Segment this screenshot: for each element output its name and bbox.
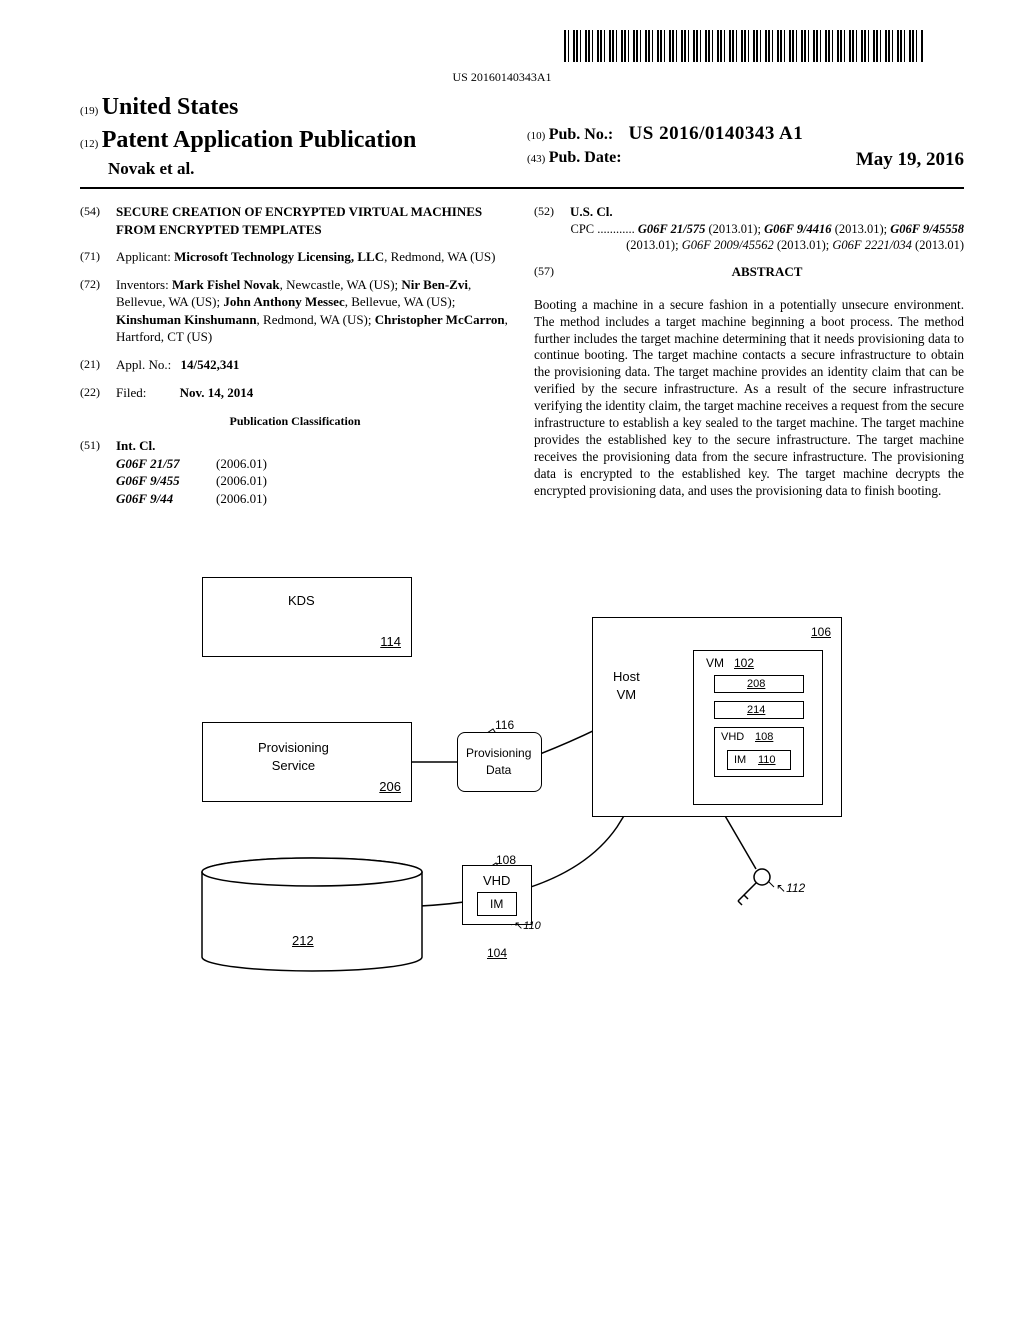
inventors-list: Mark Fishel Novak, Newcastle, WA (US); N… bbox=[116, 277, 508, 345]
host-box: Host VM 106 VM 102 208 214 VHD 108 IM 11… bbox=[592, 617, 842, 817]
host-vm-label: Host VM bbox=[613, 668, 640, 703]
cpc-text: CPC ............ G06F 21/575 (2013.01); … bbox=[570, 221, 964, 254]
prov-data-ref-leader: 116 bbox=[495, 717, 514, 733]
prov-service-box: Provisioning Service 206 bbox=[202, 722, 412, 802]
kds-ref: 114 bbox=[380, 633, 401, 651]
host-ref: 106 bbox=[811, 624, 831, 640]
pub-no: US 2016/0140343 A1 bbox=[629, 123, 804, 144]
applicant-loc: , Redmond, WA (US) bbox=[384, 249, 495, 264]
intcl-block: Int. Cl. G06F 21/57(2006.01)G06F 9/455(2… bbox=[116, 437, 510, 507]
sec-54-num: (54) bbox=[80, 203, 116, 238]
box-214-ref: 214 bbox=[747, 703, 765, 718]
pub-no-label: Pub. No.: bbox=[549, 126, 613, 143]
sec-21-num: (21) bbox=[80, 356, 116, 374]
vhd-cyl-label: VHD bbox=[483, 872, 510, 890]
intcl-year: (2006.01) bbox=[216, 472, 267, 490]
barcode-region: US 20160140343A1 bbox=[80, 30, 964, 85]
prefix-10: (10) bbox=[527, 130, 545, 142]
prov-data-box: Provisioning Data bbox=[457, 732, 542, 792]
im-cyl-box: IM bbox=[477, 892, 517, 916]
sec-52-num: (52) bbox=[534, 203, 570, 253]
inventors-label: Inventors: bbox=[116, 277, 169, 292]
prov-data-ref: 116 bbox=[495, 718, 514, 732]
sec-71-num: (71) bbox=[80, 248, 116, 266]
pub-type-line: (12) Patent Application Publication bbox=[80, 124, 517, 156]
vhd-inner-box: VHD 108 IM 110 bbox=[714, 727, 804, 777]
pub-date-label: Pub. Date: bbox=[549, 149, 622, 166]
prov-service-label: Provisioning Service bbox=[258, 739, 329, 774]
abstract-text: Booting a machine in a secure fashion in… bbox=[534, 297, 964, 500]
figure-diagram: KDS 114 Provisioning Service 206 Provisi… bbox=[162, 577, 882, 1047]
intcl-row: G06F 9/455(2006.01) bbox=[116, 472, 510, 490]
key-ref-leader: ↖112 bbox=[776, 880, 805, 896]
intcl-code: G06F 9/44 bbox=[116, 490, 216, 508]
vhd-cyl-ref: 108 bbox=[496, 852, 516, 868]
uscl-block: U.S. Cl. CPC ............ G06F 21/575 (2… bbox=[570, 203, 964, 253]
cyl-bottom-ref: 104 bbox=[487, 945, 507, 961]
uscl-label: U.S. Cl. bbox=[570, 203, 964, 221]
vm-ref: 102 bbox=[734, 655, 754, 671]
country-line: (19) United States bbox=[80, 91, 517, 123]
pub-type: Patent Application Publication bbox=[102, 127, 417, 153]
vhd-inner-ref: 108 bbox=[755, 730, 773, 745]
im-inner-label: IM bbox=[734, 753, 746, 768]
vhd-inner-label: VHD bbox=[721, 730, 744, 745]
applicant-block: Applicant: Microsoft Technology Licensin… bbox=[116, 248, 510, 266]
intcl-code: G06F 9/455 bbox=[116, 472, 216, 490]
pub-date-line: (43) Pub. Date: May 19, 2016 bbox=[527, 147, 964, 169]
appl-value: 14/542,341 bbox=[181, 357, 240, 372]
kds-label: KDS bbox=[288, 592, 315, 610]
sec-57-num: (57) bbox=[534, 263, 570, 287]
inventors-block: Inventors: Mark Fishel Novak, Newcastle,… bbox=[116, 276, 510, 346]
country: United States bbox=[102, 94, 239, 120]
filed-label: Filed: bbox=[116, 385, 146, 400]
im-cyl-ref: 110 bbox=[523, 920, 541, 932]
intcl-year: (2006.01) bbox=[216, 490, 267, 508]
kds-box: KDS 114 bbox=[202, 577, 412, 657]
key-ref: 112 bbox=[786, 881, 805, 895]
intcl-row: G06F 21/57(2006.01) bbox=[116, 455, 510, 473]
im-inner-box: IM 110 bbox=[727, 750, 791, 770]
vm-box: VM 102 208 214 VHD 108 IM 110 bbox=[693, 650, 823, 805]
box-214: 214 bbox=[714, 701, 804, 719]
pub-class-heading: Publication Classification bbox=[80, 413, 510, 429]
vhd-cyl-box: VHD IM bbox=[462, 865, 532, 925]
sec-51-num: (51) bbox=[80, 437, 116, 507]
filed-block: Filed: Nov. 14, 2014 bbox=[116, 384, 510, 402]
pub-date: May 19, 2016 bbox=[856, 147, 964, 173]
vm-label: VM bbox=[706, 655, 724, 671]
intcl-year: (2006.01) bbox=[216, 455, 267, 473]
im-cyl-label: IM bbox=[490, 896, 503, 912]
prefix-43: (43) bbox=[527, 153, 545, 165]
filed-value: Nov. 14, 2014 bbox=[180, 385, 254, 400]
pub-no-line: (10) Pub. No.: US 2016/0140343 A1 bbox=[527, 121, 964, 147]
header-rule bbox=[80, 187, 964, 189]
box-208: 208 bbox=[714, 675, 804, 693]
prefix-12: (12) bbox=[80, 138, 98, 150]
prov-data-label: Provisioning Data bbox=[466, 745, 531, 777]
sec-22-num: (22) bbox=[80, 384, 116, 402]
prov-service-ref: 206 bbox=[379, 778, 401, 796]
applicant-name: Microsoft Technology Licensing, LLC bbox=[174, 249, 384, 264]
intcl-label: Int. Cl. bbox=[116, 437, 510, 455]
im-cyl-ref-leader: ↖110 bbox=[514, 919, 541, 934]
barcode-graphic bbox=[564, 30, 924, 62]
cylinder-ref: 212 bbox=[292, 932, 314, 950]
box-208-ref: 208 bbox=[747, 677, 765, 692]
appl-label: Appl. No.: bbox=[116, 357, 171, 372]
abstract-heading: ABSTRACT bbox=[570, 263, 964, 281]
authors: Novak et al. bbox=[80, 158, 517, 181]
invention-title: SECURE CREATION OF ENCRYPTED VIRTUAL MAC… bbox=[116, 203, 510, 238]
prefix-19: (19) bbox=[80, 105, 98, 117]
im-inner-ref: 110 bbox=[758, 753, 776, 768]
applicant-label: Applicant: bbox=[116, 249, 171, 264]
intcl-row: G06F 9/44(2006.01) bbox=[116, 490, 510, 508]
appl-block: Appl. No.: 14/542,341 bbox=[116, 356, 510, 374]
barcode-text: US 20160140343A1 bbox=[80, 69, 924, 85]
intcl-code: G06F 21/57 bbox=[116, 455, 216, 473]
sec-72-num: (72) bbox=[80, 276, 116, 346]
